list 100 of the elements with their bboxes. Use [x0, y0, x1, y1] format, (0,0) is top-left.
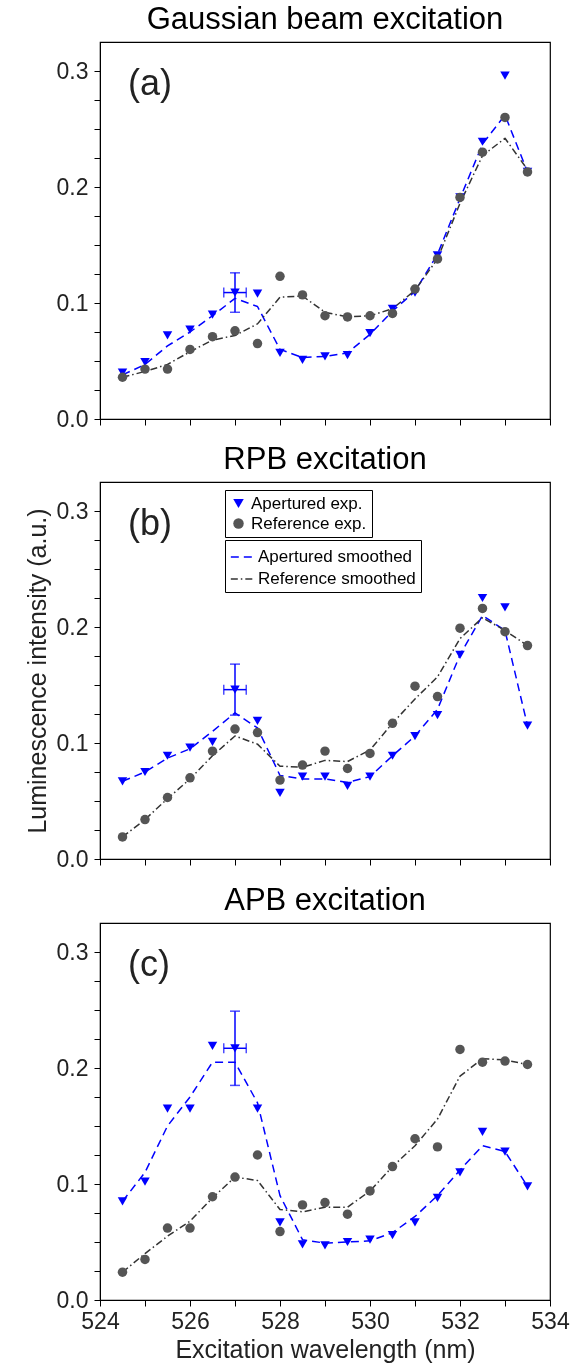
point: [117, 372, 128, 382]
legend-label: Reference smoothed: [258, 569, 416, 588]
point: [162, 792, 173, 803]
point: [342, 1209, 353, 1219]
point: [140, 364, 150, 374]
point: [365, 311, 375, 321]
legend-label: Reference exp.: [251, 513, 367, 533]
point: [252, 727, 263, 738]
point: [230, 724, 240, 734]
point: [185, 1223, 195, 1233]
x-tick-label: 532: [441, 1307, 480, 1334]
point: [117, 777, 128, 786]
point: [410, 284, 420, 294]
point: [162, 1223, 173, 1233]
x-tick-label: 526: [171, 1307, 210, 1334]
point: [477, 1127, 488, 1136]
point: [432, 691, 443, 702]
legend-label: Apertured smoothed: [258, 547, 413, 566]
point: [455, 1168, 465, 1177]
chart-title: RPB excitation: [223, 441, 427, 476]
point: [140, 1254, 150, 1265]
point: [252, 289, 263, 298]
point: [500, 626, 510, 637]
point: [522, 640, 533, 651]
point: [252, 1150, 263, 1160]
y-tick-label: 0.2: [56, 1054, 89, 1081]
point: [387, 308, 398, 319]
x-tick-label: 530: [351, 1307, 390, 1334]
point: [455, 623, 465, 633]
point: [185, 344, 195, 355]
point: [252, 338, 263, 349]
point: [500, 112, 510, 123]
point: [387, 1161, 398, 1172]
point: [477, 1057, 488, 1067]
point: [455, 650, 465, 659]
point: [185, 773, 195, 783]
point: [320, 311, 330, 321]
point: [500, 1056, 510, 1066]
point: [230, 1172, 240, 1182]
point: [275, 348, 285, 357]
point: [477, 593, 488, 603]
point: [410, 681, 420, 691]
point: [342, 1237, 353, 1247]
point: [140, 767, 150, 777]
y-tick-label: 0.2: [56, 173, 89, 200]
y-tick-label: 0.0: [56, 845, 89, 872]
point: [410, 731, 420, 741]
chart-title: APB excitation: [224, 882, 426, 917]
point: [207, 746, 218, 756]
point: [477, 137, 488, 146]
x-tick-label: 528: [261, 1307, 300, 1334]
point: [207, 1192, 218, 1202]
point: [320, 1197, 330, 1208]
y-axis-title: Luminescence intensity (a.u.): [22, 508, 51, 834]
point: [342, 781, 353, 791]
point: [185, 1104, 195, 1113]
point: [410, 1134, 420, 1144]
point: [162, 331, 173, 340]
point: [500, 1147, 510, 1156]
point: [320, 746, 330, 756]
point: [365, 748, 375, 759]
point: [455, 1044, 465, 1055]
point: [117, 1267, 128, 1277]
y-tick-label: 0.1: [56, 729, 89, 756]
point: [297, 355, 308, 364]
point: [275, 271, 285, 282]
point: [117, 1197, 128, 1206]
point: [275, 1218, 285, 1227]
annotation: (a): [128, 62, 172, 103]
point: [387, 1230, 398, 1240]
point: [342, 763, 353, 774]
point: [342, 312, 353, 322]
y-tick-label: 0.3: [56, 497, 89, 524]
point: [207, 1041, 218, 1051]
y-tick-label: 0.2: [56, 613, 89, 640]
point: [275, 788, 285, 797]
y-tick-label: 0.3: [56, 57, 89, 84]
point: [410, 1218, 420, 1227]
point: [320, 352, 330, 361]
point: [207, 737, 218, 746]
x-tick-label: 534: [531, 1307, 570, 1334]
point: [477, 147, 488, 157]
point: [207, 310, 218, 319]
point: [522, 1059, 533, 1070]
point: [522, 1182, 533, 1191]
chart-title: Gaussian beam excitation: [146, 1, 504, 36]
point: [297, 1240, 308, 1249]
annotation: (c): [128, 943, 170, 984]
point: [432, 1142, 443, 1152]
point: [320, 1241, 330, 1250]
point: [297, 1200, 308, 1210]
point: [162, 364, 173, 374]
legend-label: Apertured exp.: [251, 493, 363, 513]
point: [117, 832, 128, 842]
point: [252, 1104, 263, 1113]
y-tick-label: 0.3: [56, 938, 89, 965]
point: [230, 326, 240, 336]
point: [162, 751, 173, 760]
point: [207, 331, 218, 342]
y-tick-label: 0.1: [56, 289, 89, 316]
